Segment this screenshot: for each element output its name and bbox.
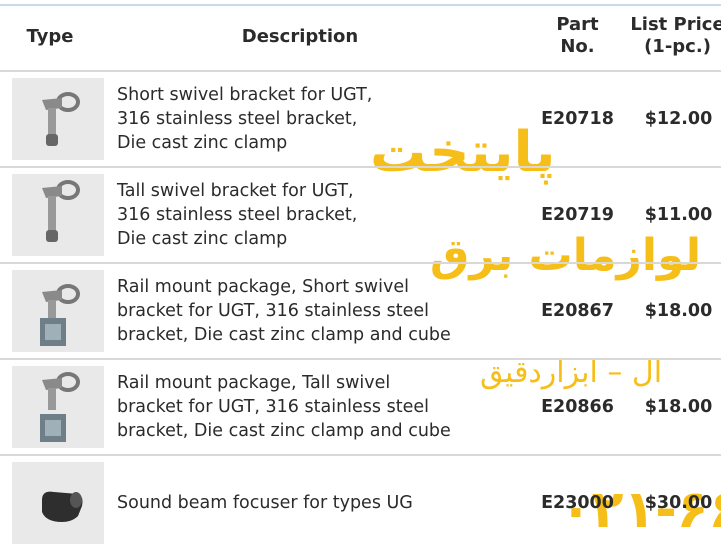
header-line: Part (540, 14, 615, 36)
list-price: $18.00 (636, 397, 721, 417)
description-line: bracket, Die cast zinc clamp and cube (117, 419, 451, 443)
description-line: Short swivel bracket for UGT, (117, 83, 372, 107)
header-line: No. (540, 36, 615, 58)
product-icon (12, 366, 104, 448)
description-line: Rail mount package, Tall swivel (117, 371, 451, 395)
description-line: bracket for UGT, 316 stainless steel (117, 299, 451, 323)
page: Type Description PartNo. List Price(1-pc… (0, 0, 721, 558)
part-number: E20867 (520, 301, 635, 321)
top-rule (0, 4, 721, 6)
header-line: List Price (630, 14, 721, 36)
list-price: $11.00 (636, 205, 721, 225)
description: Sound beam focuser for types UG (117, 491, 413, 515)
product-icon (12, 78, 104, 160)
description-line: Rail mount package, Short swivel (117, 275, 451, 299)
header-price: List Price(1-pc.) (630, 14, 721, 58)
table-row: Tall swivel bracket for UGT,316 stainles… (0, 166, 721, 262)
header-type: Type (20, 26, 80, 48)
description-line: Die cast zinc clamp (117, 227, 357, 251)
product-image (12, 78, 104, 160)
description: Short swivel bracket for UGT,316 stainle… (117, 83, 372, 155)
list-price: $12.00 (636, 109, 721, 129)
description-line: bracket, Die cast zinc clamp and cube (117, 323, 451, 347)
product-image (12, 174, 104, 256)
description-line: Sound beam focuser for types UG (117, 491, 413, 515)
list-price: $30.00 (636, 493, 721, 513)
product-icon (12, 462, 104, 544)
part-number: E23000 (520, 493, 635, 513)
product-image (12, 270, 104, 352)
product-image (12, 366, 104, 448)
product-icon (12, 174, 104, 256)
description-line: 316 stainless steel bracket, (117, 203, 357, 227)
description-line: bracket for UGT, 316 stainless steel (117, 395, 451, 419)
table-row: Short swivel bracket for UGT,316 stainle… (0, 70, 721, 166)
part-number: E20718 (520, 109, 635, 129)
list-price: $18.00 (636, 301, 721, 321)
header-line: (1-pc.) (630, 36, 721, 58)
description-line: 316 stainless steel bracket, (117, 107, 372, 131)
table-row: Sound beam focuser for types UG E23000$30… (0, 454, 721, 550)
description-line: Tall swivel bracket for UGT, (117, 179, 357, 203)
description-line: Die cast zinc clamp (117, 131, 372, 155)
part-number: E20719 (520, 205, 635, 225)
description: Tall swivel bracket for UGT,316 stainles… (117, 179, 357, 251)
part-number: E20866 (520, 397, 635, 417)
product-image (12, 462, 104, 544)
product-icon (12, 270, 104, 352)
header-description: Description (200, 26, 400, 48)
